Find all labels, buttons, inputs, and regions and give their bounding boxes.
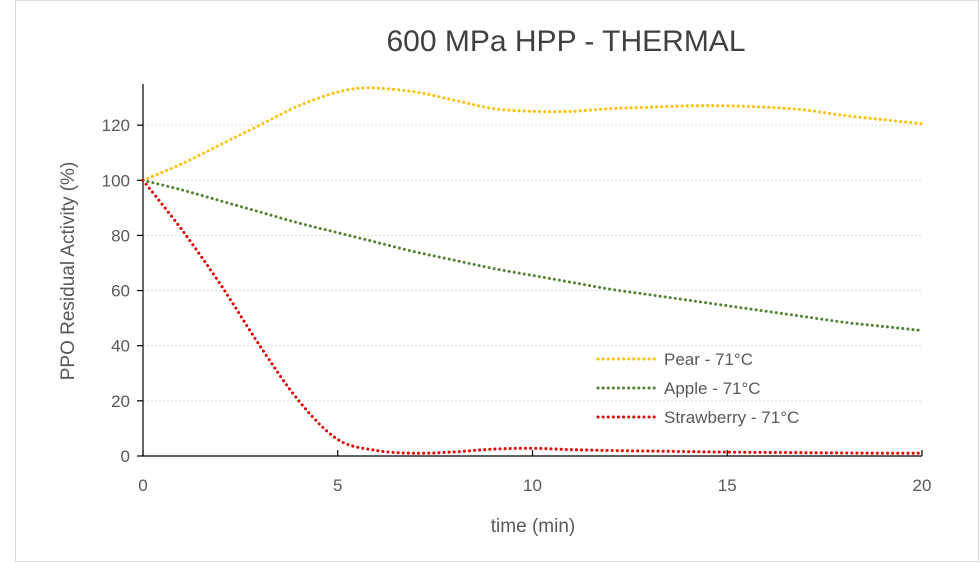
y-tick-label: 60 <box>111 282 130 301</box>
x-axis-title: time (min) <box>491 516 575 537</box>
axes <box>137 84 923 457</box>
y-tick-label: 40 <box>111 337 130 356</box>
x-tick-label: 5 <box>333 476 342 495</box>
legend: Pear - 71°C Apple - 71°C Strawberry - 71°C <box>596 350 799 427</box>
legend-label-strawberry: Strawberry - 71°C <box>664 408 799 427</box>
y-tick-label: 0 <box>121 447 130 466</box>
series-line-strawberry <box>141 178 924 455</box>
series-line-apple <box>141 178 924 333</box>
y-tick-label: 120 <box>102 116 130 135</box>
x-tick-label: 10 <box>523 476 542 495</box>
gridlines <box>143 124 922 402</box>
x-tick-label: 15 <box>718 476 737 495</box>
y-tick-label: 100 <box>102 171 130 190</box>
y-axis-title: PPO Residual Activity (%) <box>58 162 79 381</box>
y-tick-label: 20 <box>111 392 130 411</box>
y-tick-label: 80 <box>111 226 130 245</box>
chart-frame <box>15 0 979 562</box>
x-tick-label: 20 <box>913 476 932 495</box>
legend-label-apple: Apple - 71°C <box>664 379 761 398</box>
x-tick-label: 0 <box>138 476 147 495</box>
tick-labels: 0 20 40 60 80 100 120 0 5 10 15 20 <box>102 116 932 495</box>
legend-label-pear: Pear - 71°C <box>664 350 753 369</box>
chart-title: 600 MPa HPP - THERMAL <box>386 25 745 58</box>
series-line-pear <box>141 86 924 182</box>
series-group <box>141 86 924 455</box>
